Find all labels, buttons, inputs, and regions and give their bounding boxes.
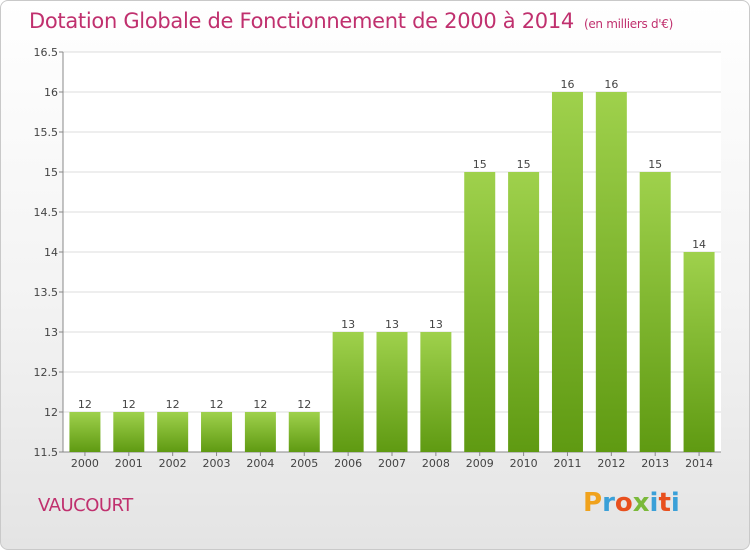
y-tick-label: 14.5 — [34, 206, 59, 219]
bar — [551, 92, 583, 452]
data-label: 16 — [604, 78, 618, 91]
bar — [69, 412, 101, 452]
y-tick-label: 16.5 — [34, 46, 59, 59]
y-tick-label: 12.5 — [34, 366, 59, 379]
bar — [201, 412, 233, 452]
y-tick-label: 11.5 — [34, 446, 59, 459]
y-tick-label: 13.5 — [34, 286, 59, 299]
data-label: 14 — [692, 238, 706, 251]
y-tick-label: 15 — [44, 166, 58, 179]
data-label: 15 — [473, 158, 487, 171]
data-label: 13 — [341, 318, 355, 331]
chart-subtitle: (en milliers d'€) — [583, 17, 673, 31]
bar — [639, 172, 671, 452]
data-label: 12 — [78, 398, 92, 411]
commune-name: VAUCOURT — [38, 495, 133, 516]
data-label: 13 — [429, 318, 443, 331]
bar — [113, 412, 145, 452]
bar — [595, 92, 627, 452]
logo-letter: r — [602, 488, 615, 518]
logo-letter: i — [649, 488, 659, 518]
logo-letter: P — [583, 488, 603, 518]
data-label: 12 — [253, 398, 267, 411]
data-label: 12 — [122, 398, 136, 411]
logo-letter: x — [632, 488, 650, 518]
chart-title: Dotation Globale de Fonctionnement de 20… — [29, 9, 673, 33]
x-tick-label: 2003 — [203, 457, 231, 470]
y-tick-label: 13 — [44, 326, 58, 339]
x-tick-label: 2013 — [641, 457, 669, 470]
data-label: 12 — [166, 398, 180, 411]
bar — [464, 172, 496, 452]
data-label: 15 — [648, 158, 662, 171]
data-label: 12 — [210, 398, 224, 411]
x-tick-label: 2000 — [71, 457, 99, 470]
bar — [508, 172, 540, 452]
bar — [376, 332, 408, 452]
x-tick-label: 2014 — [685, 457, 713, 470]
bar — [420, 332, 452, 452]
y-tick-label: 12 — [44, 406, 58, 419]
bar — [332, 332, 364, 452]
x-tick-label: 2010 — [510, 457, 538, 470]
chart-title-text: Dotation Globale de Fonctionnement de 20… — [29, 9, 574, 33]
bar — [683, 252, 715, 452]
logo-letter: i — [670, 488, 680, 518]
x-tick-label: 2008 — [422, 457, 450, 470]
data-label: 12 — [297, 398, 311, 411]
data-label: 16 — [560, 78, 574, 91]
y-tick-label: 16 — [44, 86, 58, 99]
proxiti-logo: Proxiti — [583, 488, 680, 518]
data-label: 13 — [385, 318, 399, 331]
x-tick-label: 2011 — [553, 457, 581, 470]
x-tick-label: 2012 — [597, 457, 625, 470]
x-tick-label: 2005 — [290, 457, 318, 470]
y-tick-label: 14 — [44, 246, 58, 259]
logo-letter: t — [658, 488, 671, 518]
bar — [288, 412, 320, 452]
y-tick-label: 15.5 — [34, 126, 59, 139]
bar — [157, 412, 189, 452]
bar — [244, 412, 276, 452]
x-tick-label: 2002 — [159, 457, 187, 470]
x-tick-label: 2004 — [246, 457, 274, 470]
data-label: 15 — [517, 158, 531, 171]
logo-letter: o — [614, 488, 633, 518]
x-tick-label: 2001 — [115, 457, 143, 470]
x-tick-label: 2006 — [334, 457, 362, 470]
x-tick-label: 2007 — [378, 457, 406, 470]
x-tick-label: 2009 — [466, 457, 494, 470]
